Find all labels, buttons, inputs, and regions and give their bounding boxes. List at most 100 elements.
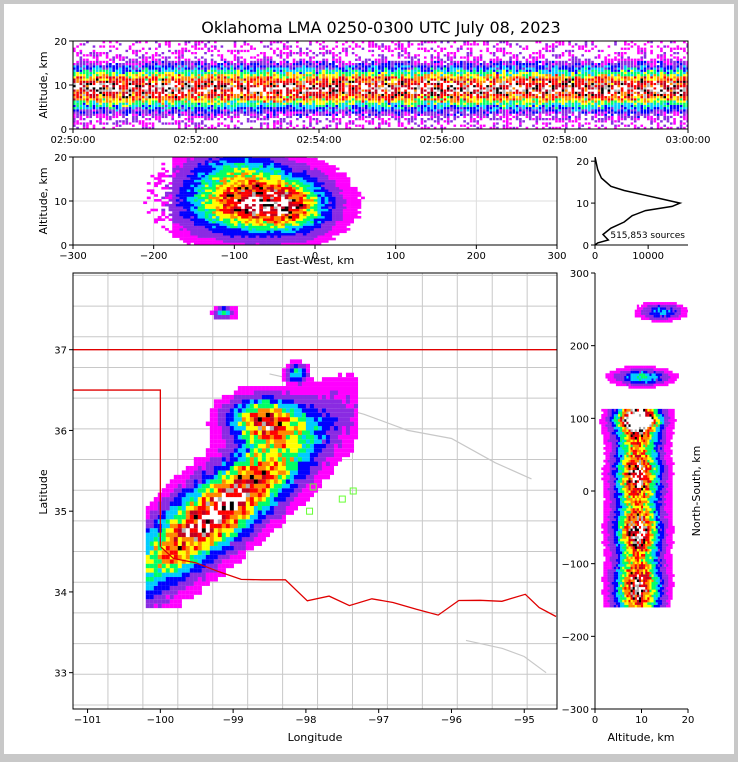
density-cell	[469, 111, 473, 114]
density-cell	[138, 89, 142, 92]
density-cell	[456, 111, 460, 114]
density-cell	[348, 80, 352, 83]
density-cell	[86, 54, 89, 57]
density-cell	[338, 80, 342, 83]
density-cell	[397, 91, 401, 94]
density-cell	[591, 63, 594, 66]
density-cell	[355, 96, 358, 99]
density-cell	[135, 120, 138, 123]
density-cell	[591, 89, 594, 92]
density-cell	[112, 111, 115, 114]
density-cell	[237, 85, 240, 88]
density-cell	[446, 109, 450, 112]
density-cell	[105, 91, 109, 94]
density-cell	[214, 104, 217, 108]
density-cell	[194, 96, 197, 99]
density-cell	[276, 100, 279, 103]
density-cell	[555, 113, 558, 116]
density-cell	[453, 54, 457, 57]
density-cell	[584, 65, 588, 68]
density-cell	[532, 102, 535, 105]
density-cell	[138, 80, 142, 83]
density-cell	[404, 47, 407, 50]
density-cell	[76, 89, 79, 92]
density-cell	[469, 85, 473, 88]
density-cell	[555, 56, 558, 59]
density-cell	[171, 85, 174, 88]
density-cell	[168, 41, 171, 44]
density-cell	[151, 100, 155, 103]
density-cell	[499, 47, 502, 50]
density-cell	[263, 104, 266, 108]
density-cell	[105, 104, 109, 108]
density-cell	[417, 74, 420, 77]
density-cell	[489, 89, 493, 92]
density-cell	[141, 89, 145, 92]
density-cell	[92, 49, 96, 53]
density-cell	[423, 87, 427, 90]
density-cell	[302, 65, 306, 68]
density-cell	[374, 107, 378, 110]
density-cell	[79, 104, 83, 108]
density-cell	[430, 124, 434, 127]
density-cell	[168, 74, 171, 77]
density-cell	[404, 89, 407, 92]
density-cell	[164, 63, 168, 66]
density-cell	[259, 78, 263, 81]
density-cell	[292, 52, 296, 55]
density-cell	[263, 111, 266, 114]
density-cell	[437, 56, 440, 59]
density-cell	[483, 74, 486, 77]
density-cell	[578, 109, 581, 112]
density-cell	[410, 89, 414, 92]
density-cell	[492, 115, 496, 119]
density-cell	[404, 71, 407, 75]
density-cell	[391, 63, 394, 66]
density-cell	[109, 82, 112, 86]
density-cell	[132, 80, 135, 83]
density-cell	[348, 82, 352, 86]
density-cell	[207, 109, 211, 112]
density-cell	[210, 100, 214, 103]
density-cell	[427, 98, 430, 101]
density-cell	[492, 109, 496, 112]
density-cell	[456, 96, 460, 99]
density-cell	[574, 85, 578, 88]
density-cell	[76, 96, 79, 99]
density-cell	[519, 74, 522, 77]
density-cell	[184, 41, 188, 44]
density-cell	[548, 63, 552, 66]
density-cell	[509, 71, 512, 75]
density-cell	[112, 104, 115, 108]
density-cell	[312, 82, 316, 86]
density-cell	[102, 82, 106, 86]
density-cell	[565, 78, 568, 81]
density-cell	[325, 60, 329, 64]
density-cell	[299, 109, 302, 112]
density-cell	[584, 111, 588, 114]
density-cell	[187, 104, 191, 108]
density-cell	[148, 69, 152, 72]
density-cell	[102, 74, 106, 77]
density-cell	[259, 60, 263, 64]
density-cell	[184, 122, 188, 125]
density-cell	[460, 100, 463, 103]
density-cell	[407, 118, 411, 121]
density-cell	[135, 87, 138, 90]
density-cell	[164, 41, 168, 44]
density-cell	[237, 115, 240, 119]
density-cell	[545, 91, 548, 94]
density-cell	[325, 78, 329, 81]
density-cell	[256, 109, 260, 112]
density-cell	[155, 113, 158, 116]
density-cell	[292, 60, 296, 64]
density-cell	[446, 122, 450, 125]
density-cell	[151, 102, 155, 105]
density-cell	[296, 124, 299, 127]
density-cell	[210, 67, 214, 70]
density-cell	[214, 60, 217, 64]
density-cell	[453, 118, 457, 121]
density-cell	[118, 85, 122, 88]
density-cell	[528, 74, 532, 77]
density-cell	[368, 69, 371, 72]
